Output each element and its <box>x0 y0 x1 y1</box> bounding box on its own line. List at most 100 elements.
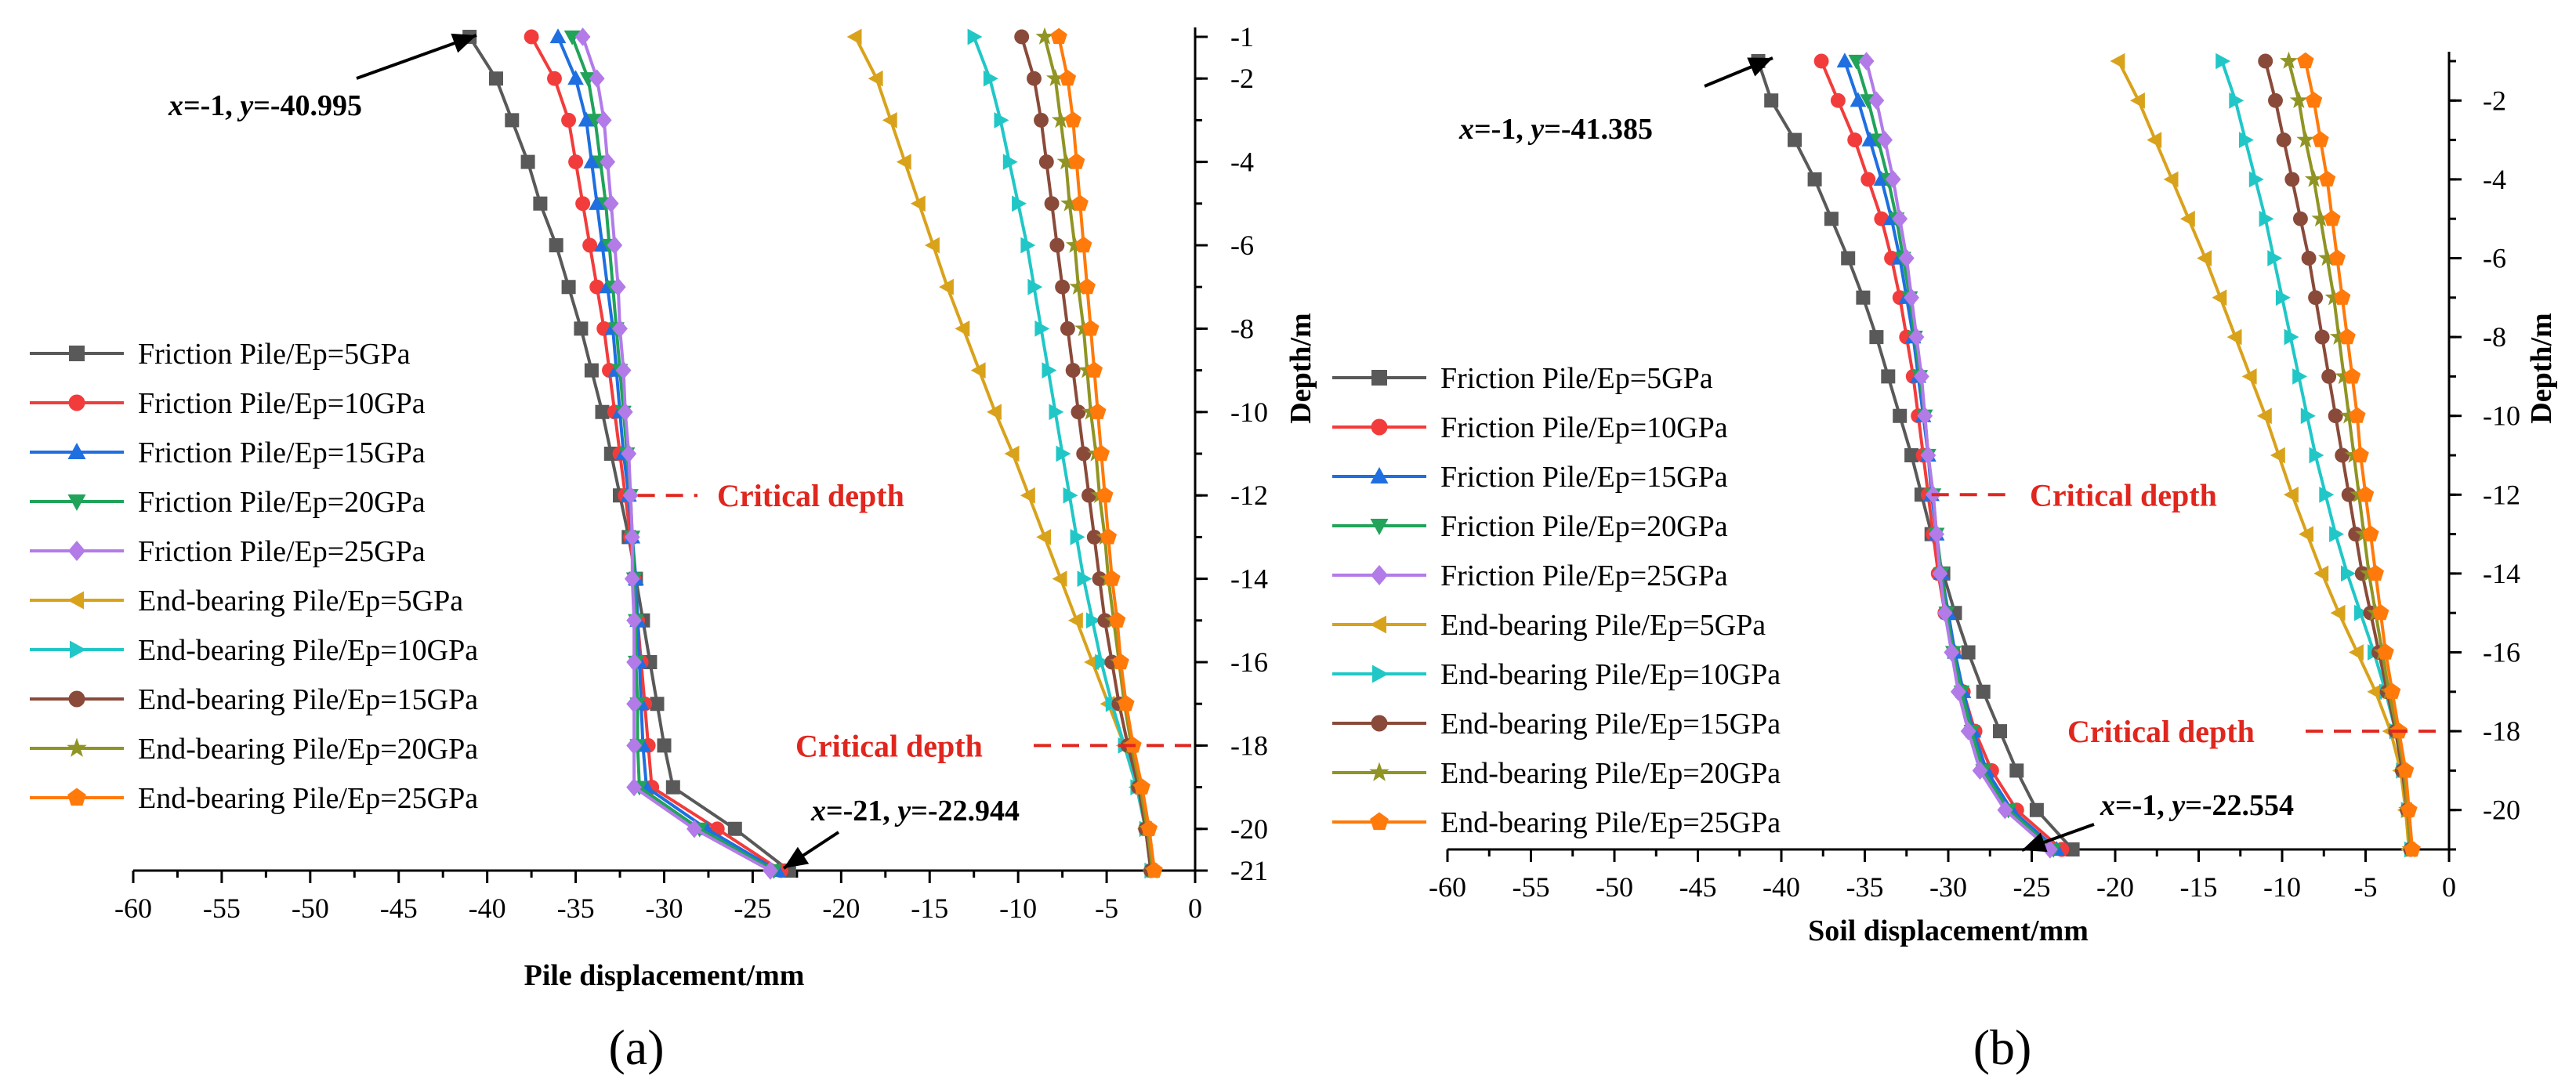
data-point <box>1118 695 1135 712</box>
data-point <box>2334 288 2351 305</box>
annotation-part: =-22.554 <box>2185 789 2294 822</box>
legend-item: End-bearing Pile/Ep=15GPa <box>1332 708 1781 741</box>
data-point <box>2324 288 2343 306</box>
legend-label: Friction Pile/Ep=5GPa <box>1440 362 1713 395</box>
data-point <box>2163 171 2179 188</box>
data-point <box>1937 603 1953 622</box>
legend-label: Friction Pile/Ep=15GPa <box>1440 461 1728 494</box>
data-point <box>1095 654 1110 671</box>
data-point <box>1108 611 1126 628</box>
data-point <box>987 404 1002 421</box>
data-point <box>1060 320 1075 336</box>
data-point <box>1904 288 1919 307</box>
y-tick-label: -20 <box>1230 813 1268 845</box>
data-point <box>1085 361 1103 378</box>
data-point <box>1002 154 1018 170</box>
data-point <box>1836 53 1853 68</box>
point-annotation: x=-1, y=-22.554 <box>2100 789 2294 822</box>
data-point <box>2241 368 2257 385</box>
data-point <box>2284 172 2300 187</box>
data-point <box>626 611 642 630</box>
data-point <box>1071 404 1086 420</box>
legend-marker <box>67 443 86 459</box>
x-tick-label: -35 <box>557 893 595 924</box>
data-point <box>846 28 862 45</box>
data-point <box>563 30 581 45</box>
data-point <box>1092 571 1107 587</box>
data-point <box>2009 763 2024 778</box>
data-point <box>2383 683 2401 699</box>
panel-label: (a) <box>608 1019 664 1075</box>
data-point <box>2248 171 2264 188</box>
data-point <box>1856 290 1871 305</box>
data-point <box>1788 132 1802 147</box>
data-point <box>2268 92 2283 108</box>
legend-item: Friction Pile/Ep=15GPa <box>30 436 426 469</box>
data-point <box>1065 363 1081 378</box>
x-tick-label: -45 <box>1679 871 1717 903</box>
data-point <box>1052 570 1067 587</box>
x-tick-label: -35 <box>1846 871 1884 903</box>
panel-label: (b) <box>1973 1019 2032 1075</box>
data-point <box>575 196 591 212</box>
data-point <box>1027 278 1043 295</box>
data-point <box>1064 111 1081 128</box>
data-point <box>1060 194 1079 212</box>
series-line <box>1843 60 2058 851</box>
data-point <box>1920 446 1937 465</box>
data-point <box>1860 172 1876 187</box>
data-point <box>2352 446 2369 463</box>
data-point <box>1012 195 1027 212</box>
legend-marker <box>67 788 86 806</box>
legend-marker <box>67 591 84 610</box>
x-tick-label: -20 <box>2096 871 2134 903</box>
x-axis-title: Pile displacement/mm <box>524 959 805 992</box>
data-point <box>524 29 539 45</box>
data-point <box>2216 53 2231 70</box>
legend-item: Friction Pile/Ep=15GPa <box>1332 461 1728 494</box>
data-point <box>970 362 986 378</box>
data-point <box>574 27 591 46</box>
data-point <box>2400 801 2418 817</box>
data-point <box>1070 529 1085 545</box>
legend-item: Friction Pile/Ep=5GPa <box>1332 362 1713 395</box>
data-point <box>621 444 637 463</box>
data-point <box>1893 408 1908 423</box>
data-point <box>650 697 665 712</box>
annotation-part: x <box>1458 113 1474 146</box>
data-point <box>1997 801 2013 820</box>
data-point <box>624 569 640 588</box>
data-point <box>994 112 1009 129</box>
data-point <box>2367 564 2384 581</box>
data-point <box>505 113 520 128</box>
data-point <box>967 28 983 45</box>
point-annotation: x=-1, y=-41.385 <box>1458 113 1653 146</box>
data-point <box>2362 525 2379 541</box>
data-point <box>582 237 598 253</box>
legend-label: End-bearing Pile/Ep=15GPa <box>1440 708 1781 741</box>
data-point <box>561 280 576 295</box>
legend-marker <box>1371 565 1388 585</box>
legend-item: Friction Pile/Ep=10GPa <box>1332 411 1728 444</box>
legend-label: Friction Pile/Ep=10GPa <box>138 387 426 420</box>
data-point <box>1076 446 1092 462</box>
data-point <box>1036 529 1052 545</box>
x-tick-label: 0 <box>1188 893 1202 924</box>
data-point <box>1892 209 1908 228</box>
point-annotation: x=-1, y=-40.995 <box>168 89 362 122</box>
annotation-part: y <box>1527 113 1544 146</box>
data-point <box>2297 52 2314 69</box>
data-point <box>2330 604 2346 621</box>
data-point <box>1014 29 1030 45</box>
data-point <box>578 111 595 127</box>
data-point <box>1067 612 1083 629</box>
data-point <box>2259 210 2274 227</box>
data-point <box>617 403 633 422</box>
annotation-part: =-1, <box>2115 789 2172 822</box>
data-point <box>1914 367 1929 386</box>
y-tick-label: -21 <box>1230 855 1268 886</box>
data-point <box>568 154 584 170</box>
data-point <box>2343 368 2361 384</box>
data-point <box>2312 131 2329 147</box>
data-point <box>1075 236 1092 253</box>
